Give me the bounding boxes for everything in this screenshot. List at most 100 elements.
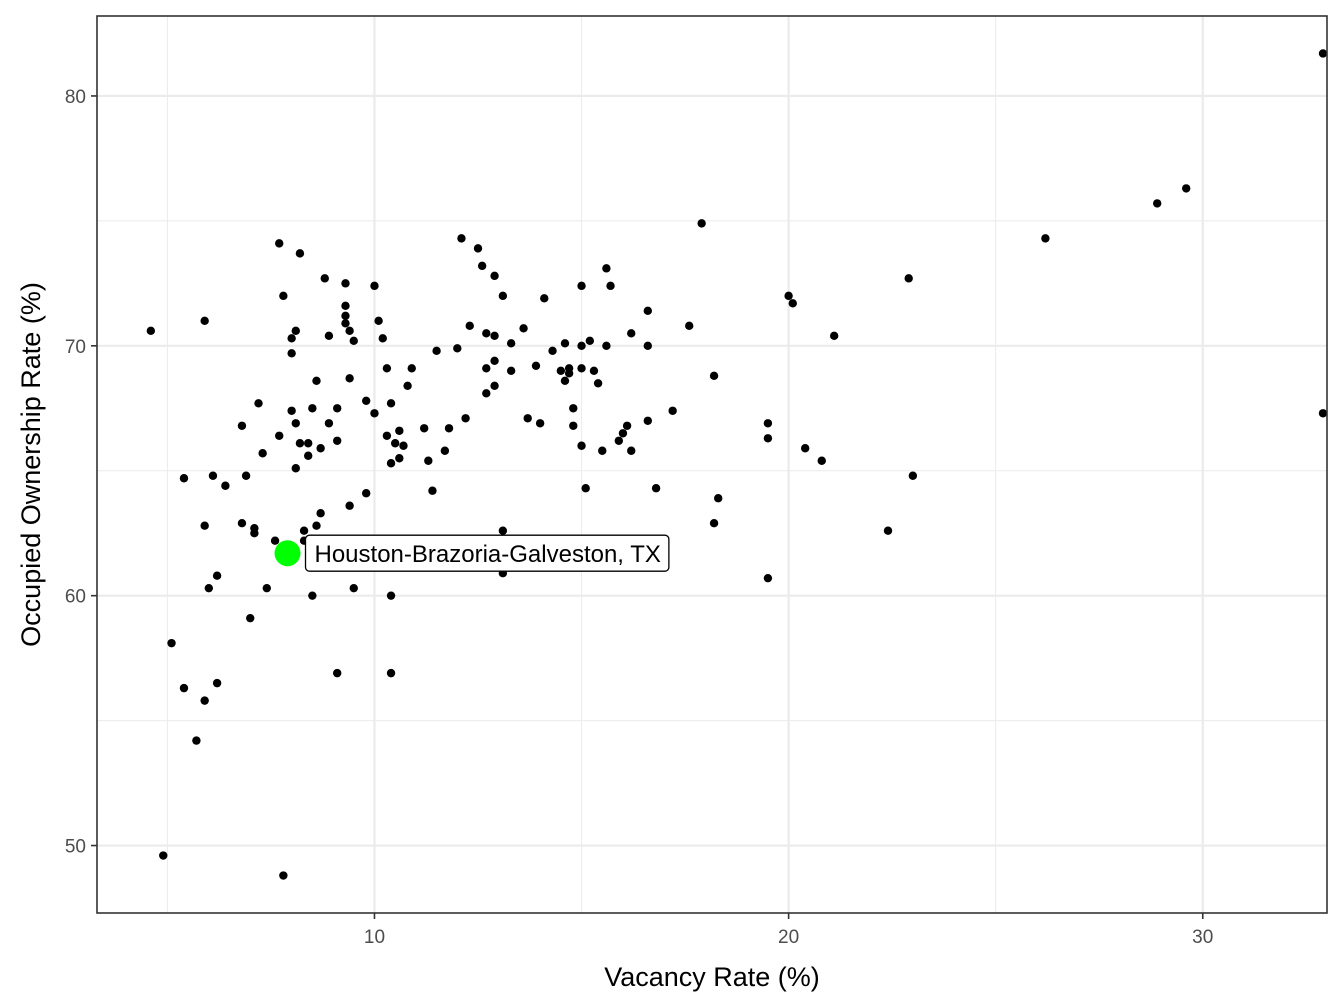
data-point: [627, 329, 636, 338]
data-point: [602, 341, 611, 351]
data-point: [432, 346, 441, 356]
data-point: [212, 678, 222, 688]
data-point: [709, 519, 719, 528]
data-point: [221, 481, 230, 490]
data-point: [531, 361, 541, 371]
data-point: [622, 421, 632, 430]
data-point: [324, 331, 334, 341]
data-point: [498, 526, 508, 535]
y-tick-label: 80: [65, 87, 86, 108]
data-point: [1318, 49, 1328, 58]
data-point: [295, 249, 305, 258]
data-point: [192, 736, 201, 745]
data-point: [287, 406, 296, 415]
data-point: [345, 501, 354, 510]
data-point: [395, 426, 404, 435]
data-point: [490, 271, 499, 281]
data-point: [668, 406, 677, 415]
data-point: [482, 364, 491, 373]
data-point: [200, 521, 209, 530]
data-point: [598, 446, 607, 455]
data-point: [241, 471, 251, 480]
highlight-label: Houston-Brazoria-Galveston, TX: [315, 541, 661, 568]
data-point: [784, 291, 793, 301]
data-point: [1318, 409, 1328, 418]
data-point: [908, 471, 918, 480]
data-point: [685, 321, 694, 331]
data-points: [146, 49, 1328, 880]
data-point: [560, 376, 570, 385]
data-point: [763, 419, 773, 428]
data-point: [386, 399, 396, 408]
data-point: [312, 376, 321, 385]
data-point: [159, 851, 168, 860]
data-point: [378, 334, 387, 343]
data-point: [643, 416, 653, 425]
panel-border: [96, 15, 1328, 914]
data-point: [477, 261, 487, 271]
data-point: [577, 341, 586, 351]
y-tick-label: 60: [65, 587, 86, 608]
data-point: [614, 436, 624, 445]
data-point: [390, 439, 400, 448]
data-point: [291, 326, 300, 336]
data-point: [345, 374, 354, 383]
data-point: [589, 366, 599, 376]
data-point: [200, 696, 209, 705]
data-point: [577, 364, 586, 373]
data-point: [465, 321, 474, 331]
data-point: [312, 521, 321, 530]
data-point: [275, 431, 284, 440]
data-point: [167, 638, 176, 648]
data-point: [341, 311, 350, 321]
data-point: [473, 244, 483, 253]
data-point: [788, 299, 797, 308]
data-point: [287, 334, 296, 343]
data-point: [535, 419, 545, 428]
data-point: [386, 459, 396, 468]
data-point: [370, 281, 379, 291]
data-point: [179, 474, 189, 483]
data-point: [506, 366, 516, 376]
data-point: [374, 316, 383, 326]
highlight-group: Houston-Brazoria-Galveston, TX: [274, 534, 670, 572]
data-point: [763, 573, 773, 583]
data-point: [697, 219, 706, 228]
data-point: [651, 484, 661, 493]
data-point: [395, 454, 404, 463]
data-point: [279, 291, 288, 301]
data-point: [382, 431, 392, 440]
panel-background: [97, 16, 1327, 913]
y-tick-label: 70: [65, 337, 86, 358]
data-point: [569, 421, 578, 430]
data-point: [560, 339, 570, 348]
data-point: [208, 471, 218, 480]
data-point: [581, 484, 590, 493]
highlight-label-box: [304, 534, 670, 572]
data-point: [361, 396, 371, 405]
data-point: [275, 239, 284, 248]
data-point: [308, 404, 317, 413]
data-point: [287, 349, 296, 358]
data-point: [490, 381, 499, 390]
data-point: [800, 444, 810, 453]
data-point: [320, 274, 329, 283]
data-point: [279, 871, 288, 880]
data-point: [498, 291, 508, 301]
data-point: [341, 279, 350, 288]
data-point: [250, 529, 259, 538]
data-point: [204, 583, 214, 593]
data-point: [457, 234, 466, 243]
data-point: [453, 344, 462, 353]
x-tick-label: 30: [1192, 927, 1213, 948]
data-point: [333, 404, 342, 413]
data-point: [308, 591, 317, 600]
data-point: [403, 381, 412, 390]
data-point: [482, 329, 491, 338]
data-point: [602, 264, 611, 273]
data-point: [270, 536, 280, 545]
data-point: [237, 519, 247, 528]
data-point: [349, 583, 358, 593]
data-point: [262, 583, 271, 593]
